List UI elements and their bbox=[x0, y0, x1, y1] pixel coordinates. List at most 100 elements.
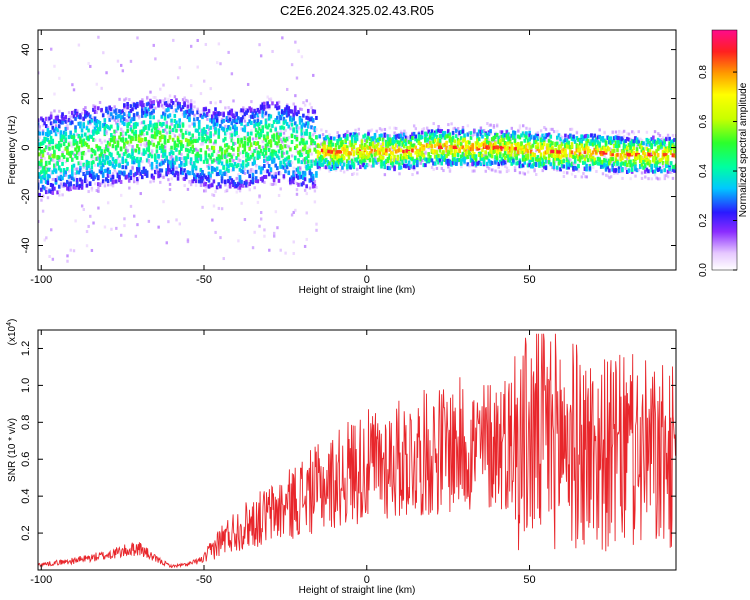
spectrogram-cell bbox=[466, 124, 470, 128]
spectrogram-cell bbox=[505, 146, 509, 151]
spectrogram-cell bbox=[243, 128, 247, 133]
spectrogram-cell bbox=[542, 155, 546, 160]
spectrogram-cell bbox=[526, 161, 530, 165]
spectrogram-cell bbox=[198, 110, 201, 114]
spectrogram-cell bbox=[630, 167, 634, 172]
spectrogram-cell bbox=[606, 174, 610, 178]
spectrogram-cell bbox=[284, 163, 287, 168]
spectrogram-cell bbox=[105, 71, 108, 75]
spectrogram-cell bbox=[586, 134, 590, 139]
spectrogram-cell bbox=[165, 122, 168, 126]
spectrogram-cell bbox=[84, 152, 87, 156]
spectrogram-cell bbox=[308, 171, 312, 176]
spectrogram-cell bbox=[64, 139, 68, 144]
spectrogram-cell bbox=[110, 153, 113, 158]
spectrogram-cell bbox=[118, 153, 121, 158]
spectrogram-cell bbox=[162, 154, 165, 159]
spectrogram-cell bbox=[593, 161, 597, 166]
spectrogram-cell bbox=[435, 166, 439, 170]
spectrogram-cell bbox=[595, 169, 598, 173]
spectrogram-cell bbox=[175, 98, 178, 103]
spectrogram-cell bbox=[521, 148, 525, 153]
spectrogram-cell bbox=[489, 131, 492, 135]
spectrogram-cell bbox=[575, 153, 579, 158]
spectrogram-cell bbox=[520, 133, 523, 138]
spectrogram-cell bbox=[172, 131, 175, 135]
spectrogram-cell bbox=[534, 145, 538, 150]
spectrogram-cell bbox=[349, 140, 352, 145]
spectrogram-cell bbox=[336, 152, 339, 157]
spectrogram-cell bbox=[85, 136, 89, 141]
spectrogram-cell bbox=[380, 143, 383, 147]
spectrogram-cell bbox=[171, 137, 175, 142]
spectrogram-cell bbox=[152, 175, 155, 180]
spectrogram-cell bbox=[67, 142, 71, 147]
spectrogram-cell bbox=[378, 134, 382, 139]
spectrogram-cell bbox=[404, 131, 408, 135]
spectrogram-cell bbox=[531, 164, 535, 169]
spectrogram-cell bbox=[168, 165, 172, 169]
spectrogram-cell bbox=[258, 145, 261, 150]
spectrogram-cell bbox=[315, 144, 318, 148]
spectrogram-cell bbox=[97, 189, 100, 193]
spectrogram-cell bbox=[152, 115, 155, 120]
spectrogram-cell bbox=[295, 173, 299, 178]
spectrogram-cell bbox=[531, 157, 535, 162]
spectrogram-cell bbox=[103, 139, 107, 143]
spectrogram-cell bbox=[217, 149, 221, 153]
spectrogram-cell bbox=[64, 173, 68, 177]
spectrogram-cell bbox=[171, 158, 175, 163]
spectrogram-cell bbox=[542, 136, 546, 141]
spectrogram-cell bbox=[232, 167, 235, 172]
spectrogram-cell bbox=[240, 111, 243, 115]
spectrogram-cell bbox=[170, 129, 173, 133]
spectrogram-cell bbox=[100, 148, 103, 153]
spectrogram-cell bbox=[150, 139, 154, 143]
spectrogram-cell bbox=[215, 122, 219, 127]
spectrogram-cell bbox=[155, 164, 159, 169]
spectrogram-cell bbox=[250, 142, 253, 147]
spectrogram-cell bbox=[308, 131, 312, 136]
spectrogram-cell bbox=[259, 125, 263, 129]
spectrogram-cell bbox=[446, 158, 450, 163]
spectrogram-cell bbox=[611, 139, 614, 144]
spectrogram-cell bbox=[66, 157, 69, 162]
spectrogram-cell bbox=[580, 155, 584, 160]
spectrogram-cell bbox=[377, 161, 380, 165]
spectrogram-cell bbox=[438, 138, 442, 143]
spectrogram-cell bbox=[282, 160, 286, 165]
spectrogram-cell bbox=[481, 148, 484, 153]
spectrogram-cell bbox=[411, 143, 414, 148]
spectrogram-cell bbox=[235, 118, 238, 123]
spectrogram-cell bbox=[106, 183, 110, 187]
spectrogram-cell bbox=[163, 101, 167, 106]
spectrogram-cell bbox=[619, 152, 623, 157]
spectrogram-cell bbox=[376, 148, 380, 153]
spectrogram-cell bbox=[336, 141, 339, 146]
spectrogram-cell bbox=[178, 118, 181, 123]
spectrogram-cell bbox=[635, 140, 639, 145]
spectrogram-cell bbox=[380, 159, 383, 164]
spectrogram-cell bbox=[142, 142, 146, 146]
spectrogram-cell bbox=[92, 221, 95, 225]
spectrogram-cell bbox=[396, 159, 400, 164]
spectrogram-cell bbox=[640, 176, 644, 180]
spectrogram-cell bbox=[40, 162, 43, 167]
spectrogram-cell bbox=[92, 125, 95, 129]
spectrogram-cell bbox=[149, 103, 152, 108]
spectrogram-cell bbox=[274, 174, 278, 179]
spectrogram-cell bbox=[590, 139, 593, 144]
spectrogram-cell bbox=[328, 137, 331, 142]
spectrogram-cell bbox=[168, 156, 172, 160]
spectrogram-cell bbox=[337, 134, 341, 139]
spectrogram-cell bbox=[471, 146, 474, 151]
spectrogram-cell bbox=[448, 161, 452, 166]
spectrogram-cell bbox=[191, 144, 195, 149]
spectrogram-cell bbox=[429, 135, 432, 140]
spectrogram-cell bbox=[372, 151, 375, 155]
spectrogram-cell bbox=[276, 120, 279, 125]
spectrogram-cell bbox=[97, 106, 100, 111]
spectrogram-cell bbox=[456, 158, 460, 163]
spectrogram-cell bbox=[516, 145, 520, 150]
spectrogram-cell bbox=[349, 159, 352, 163]
